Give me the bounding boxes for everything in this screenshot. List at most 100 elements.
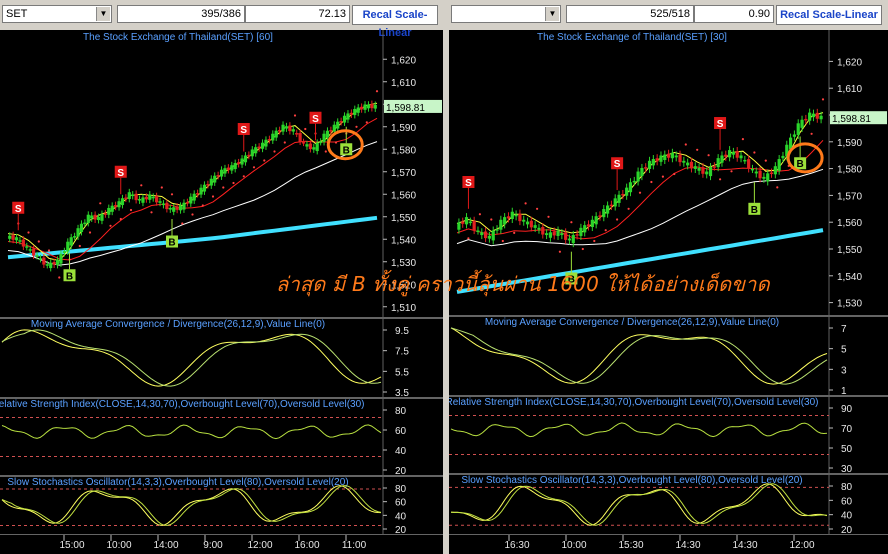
price-tick-label: 1,570 — [391, 168, 416, 179]
macd-tick-label: 5 — [841, 345, 847, 356]
candle-body — [202, 184, 207, 192]
price-tick-label: 1,550 — [391, 213, 416, 224]
stoch-tick-label: 20 — [841, 525, 853, 536]
macd-tick-label: 3.5 — [395, 388, 409, 399]
candle-body — [811, 113, 816, 118]
ema-long-line — [7, 215, 378, 260]
chart-window-left: SET ▼ 395/386 72.13 Recal Scale-Linear Th… — [0, 0, 443, 554]
candle-body — [548, 232, 553, 238]
time-axis-background — [449, 535, 888, 554]
candle-body — [655, 158, 659, 162]
candle-body — [243, 155, 248, 163]
candle-body — [769, 172, 774, 175]
candle-body — [503, 217, 507, 225]
chevron-down-icon[interactable]: ▼ — [545, 7, 559, 21]
ema-slow-line — [7, 141, 378, 266]
symbol-select[interactable]: ▼ — [451, 5, 561, 23]
candle-body — [206, 184, 210, 186]
sar-dot — [201, 204, 204, 207]
rsi-tick-label: 80 — [395, 406, 407, 417]
candle-body — [360, 106, 364, 110]
buy-marker-label: B — [343, 145, 350, 156]
candle-body — [25, 246, 29, 248]
candle-body — [134, 193, 138, 201]
candle-body — [617, 194, 621, 203]
chevron-down-icon[interactable]: ▼ — [96, 7, 110, 21]
sar-dot — [355, 125, 358, 128]
stoch-tick-label: 40 — [395, 511, 407, 522]
candle-body — [621, 193, 625, 196]
candle-body — [804, 118, 808, 121]
sar-dot — [547, 215, 550, 218]
candle-body — [127, 192, 131, 200]
time-tick-label: 15:30 — [618, 540, 643, 551]
sar-dot — [242, 175, 245, 178]
sar-dot — [467, 237, 470, 240]
time-tick-label: 10:00 — [106, 540, 131, 551]
candle-body — [62, 251, 66, 254]
candle-body — [808, 112, 812, 121]
candle-body — [495, 229, 499, 231]
candle-body — [196, 193, 200, 195]
candle-body — [161, 203, 166, 206]
ema-mid-line — [456, 139, 824, 240]
sar-dot — [764, 159, 767, 162]
candle-body — [148, 194, 152, 200]
sar-dot — [37, 240, 40, 243]
sar-dot — [501, 239, 504, 243]
candle-body — [165, 202, 169, 210]
macd-title: Moving Average Convergence / Divergence(… — [31, 319, 325, 330]
candle-body — [124, 197, 128, 200]
candle-body — [137, 198, 142, 201]
candle-body — [701, 167, 705, 174]
sar-dot — [232, 181, 235, 185]
last-price-box — [830, 111, 887, 125]
candle-body — [800, 119, 804, 128]
recal-scale-button[interactable]: Recal Scale-Linear — [776, 5, 882, 25]
candle-body — [155, 196, 159, 203]
candle-body — [11, 235, 15, 240]
macd-tick-label: 5.5 — [395, 367, 409, 378]
chart-canvas-right[interactable]: The Stock Exchange of Thailand(SET) [30]… — [449, 30, 888, 554]
sell-marker — [714, 117, 727, 130]
symbol-select[interactable]: SET ▼ — [2, 5, 112, 23]
sar-dot — [558, 250, 561, 253]
candle-body — [640, 167, 644, 177]
candle-body — [42, 257, 46, 265]
recal-scale-button[interactable]: Recal Scale-Linear — [352, 5, 438, 39]
candle-body — [274, 130, 278, 138]
price-tick-label: 1,610 — [391, 78, 416, 89]
buy-marker-label: B — [168, 238, 175, 249]
sell-marker-label: S — [15, 204, 22, 215]
candle-body — [754, 171, 758, 174]
sar-dot — [524, 202, 527, 205]
sell-marker — [237, 123, 250, 135]
time-tick-label: 16:00 — [294, 540, 319, 551]
candle-body — [731, 151, 736, 155]
candle-body — [625, 187, 629, 196]
candle-body — [298, 133, 302, 142]
candle-body — [605, 205, 610, 214]
chart-canvas-left[interactable]: The Stock Exchange of Thailand(SET) [60]… — [0, 30, 443, 554]
sar-dot — [593, 239, 596, 243]
candle-body — [529, 220, 533, 228]
toolbar-left: SET ▼ 395/386 72.13 Recal Scale-Linear — [0, 0, 443, 39]
candle-body — [363, 104, 367, 110]
candle-body — [281, 124, 285, 132]
candle-body — [613, 198, 617, 207]
candle-body — [226, 167, 230, 171]
candle-body — [216, 175, 220, 177]
candle-body — [332, 124, 336, 132]
candle-body — [73, 236, 77, 238]
candle-body — [250, 149, 254, 157]
stoch-line — [450, 483, 828, 526]
time-tick-label: 10:00 — [561, 540, 586, 551]
candle-body — [594, 216, 598, 225]
candle-body — [319, 141, 323, 144]
sar-dot — [211, 195, 215, 198]
sell-marker — [12, 201, 25, 214]
candle-body — [182, 202, 186, 210]
macd-tick-label: 7 — [841, 324, 847, 335]
candle-body — [777, 159, 781, 171]
window-divider[interactable] — [443, 0, 449, 554]
